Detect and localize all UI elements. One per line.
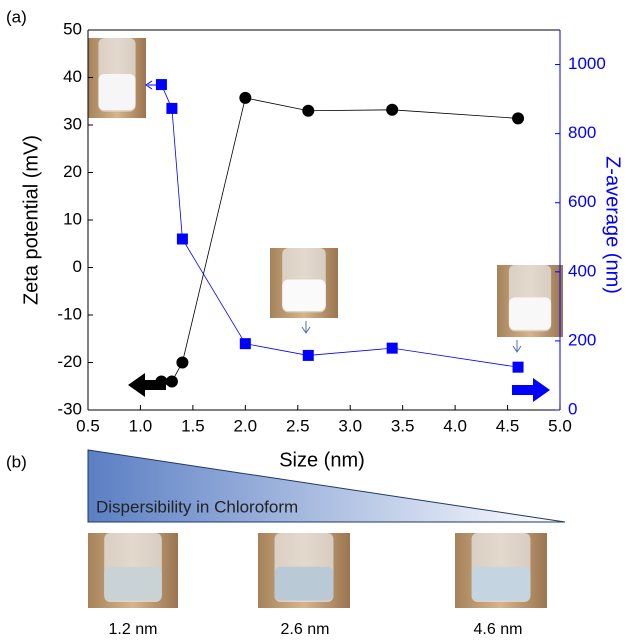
y2-tick-label: 800 [568, 123, 596, 142]
y2-tick-label: 400 [568, 261, 596, 280]
y2-tick-label: 600 [568, 192, 596, 211]
point [155, 375, 168, 388]
y-tick-label: 30 [63, 114, 82, 133]
panel-label: (b) [6, 452, 27, 471]
y-tick-label: 50 [63, 19, 82, 38]
x-tick-label: 4.5 [496, 416, 520, 435]
y2-tick-label: 200 [568, 330, 596, 349]
liquid [98, 74, 136, 110]
point [386, 342, 398, 354]
panel-label: (a) [6, 7, 27, 26]
point [176, 356, 189, 369]
x-tick-label: 2.0 [234, 416, 258, 435]
series-line [161, 97, 519, 382]
x-tick-label: 3.0 [338, 416, 362, 435]
liquid [508, 297, 552, 330]
x-tick-label: 2.5 [286, 416, 310, 435]
point [166, 102, 178, 114]
sample-label: 2.6 nm [281, 621, 330, 638]
point [302, 349, 314, 361]
point [239, 338, 251, 350]
wedge-text: Dispersibility in Chloroform [96, 497, 298, 516]
y-tick-label: -20 [57, 352, 82, 371]
x-axis-label: Size (nm) [279, 449, 365, 471]
point [512, 361, 524, 373]
liquid [282, 279, 326, 311]
x-tick-label: 1.0 [129, 416, 153, 435]
x-tick-label: 0.5 [76, 416, 100, 435]
y-tick-label: 40 [63, 67, 82, 86]
y-axis-label: Zeta potential (mV) [20, 135, 42, 305]
pointer [512, 340, 522, 353]
x-tick-label: 5.0 [548, 416, 572, 435]
y-tick-label: -10 [57, 304, 82, 323]
y-tick-label: 20 [63, 162, 82, 181]
axis-arrow [128, 373, 166, 397]
y2-tick-label: 1000 [568, 54, 606, 73]
point [155, 79, 167, 91]
y2-tick-label: 0 [568, 399, 577, 418]
point [239, 91, 252, 104]
x-tick-label: 4.0 [443, 416, 467, 435]
point [302, 104, 315, 117]
point [386, 103, 399, 116]
liquid [104, 566, 162, 601]
liquid [471, 566, 531, 601]
x-tick-label: 1.5 [181, 416, 205, 435]
sample-label: 4.6 nm [474, 621, 523, 638]
point [176, 233, 188, 245]
sample-label: 1.2 nm [109, 621, 158, 638]
x-tick-label: 3.5 [391, 416, 415, 435]
point [512, 112, 525, 125]
y-tick-label: 10 [63, 209, 82, 228]
pointer [301, 321, 311, 334]
axis-arrow [512, 378, 550, 402]
y-tick-label: 0 [73, 257, 82, 276]
y-tick-label: -30 [57, 399, 82, 418]
dispersibility-wedge [87, 449, 566, 523]
y2-axis-label: Z-average (nm) [602, 156, 624, 294]
liquid [274, 566, 334, 601]
point [165, 375, 178, 388]
